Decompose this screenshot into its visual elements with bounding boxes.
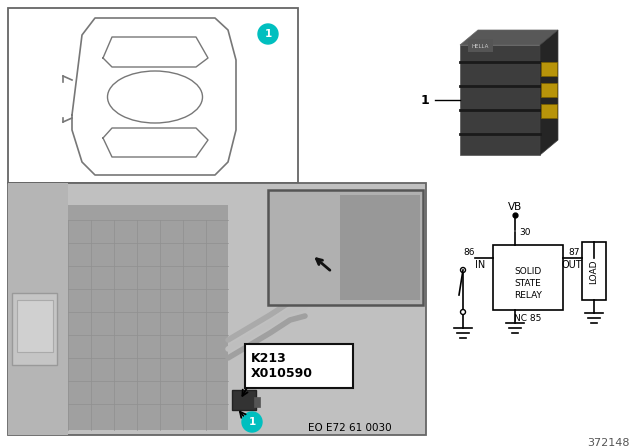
Text: 86: 86 xyxy=(463,247,475,257)
Text: EO E72 61 0030: EO E72 61 0030 xyxy=(308,423,392,433)
Bar xyxy=(582,242,606,300)
Text: NC 85: NC 85 xyxy=(515,314,541,323)
Polygon shape xyxy=(460,30,558,45)
Bar xyxy=(268,190,423,305)
Text: X010590: X010590 xyxy=(251,366,313,379)
Polygon shape xyxy=(540,30,558,155)
Bar xyxy=(8,8,298,183)
Bar xyxy=(340,195,420,300)
Bar xyxy=(12,293,57,365)
Text: 1: 1 xyxy=(248,417,255,427)
Text: 1: 1 xyxy=(420,94,429,107)
Text: RELAY: RELAY xyxy=(514,290,542,300)
Circle shape xyxy=(258,24,278,44)
Text: VB: VB xyxy=(508,202,522,212)
Text: 372148: 372148 xyxy=(588,438,630,448)
Text: 30: 30 xyxy=(519,228,531,237)
Bar xyxy=(254,397,260,407)
Text: 1: 1 xyxy=(264,29,271,39)
Circle shape xyxy=(461,310,465,314)
Text: 87: 87 xyxy=(568,247,580,257)
Bar xyxy=(493,245,563,310)
Text: LOAD: LOAD xyxy=(589,260,598,284)
Bar xyxy=(245,344,353,388)
Polygon shape xyxy=(460,45,540,155)
Text: K213: K213 xyxy=(251,352,287,365)
Text: STATE: STATE xyxy=(515,279,541,288)
Bar xyxy=(468,39,493,52)
Bar xyxy=(541,62,557,76)
Circle shape xyxy=(242,412,262,432)
Text: IN: IN xyxy=(475,260,485,270)
Text: OUT: OUT xyxy=(562,260,582,270)
Bar xyxy=(17,300,53,352)
Text: HELLA: HELLA xyxy=(471,43,489,48)
Bar xyxy=(232,390,256,410)
Text: SOLID: SOLID xyxy=(515,267,541,276)
Bar xyxy=(68,205,228,430)
Bar xyxy=(8,183,68,435)
Bar xyxy=(8,183,426,435)
Bar xyxy=(541,83,557,97)
Circle shape xyxy=(461,267,465,272)
Bar xyxy=(541,104,557,118)
